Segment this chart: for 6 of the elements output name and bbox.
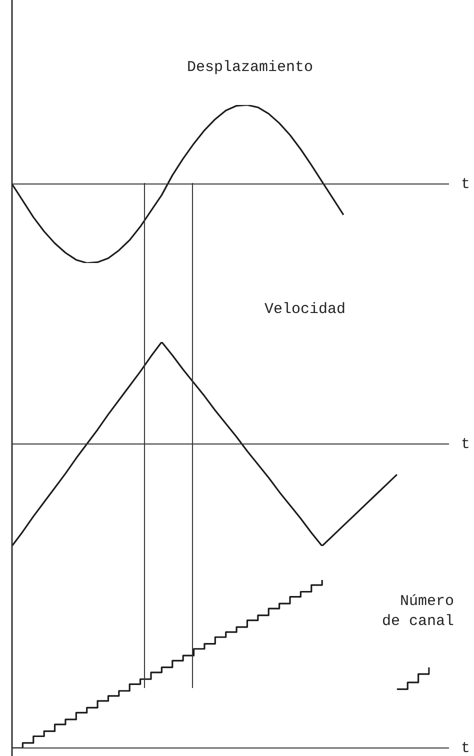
chart-title: Desplazamiento bbox=[186, 58, 314, 78]
x-axis-title: t bbox=[461, 176, 470, 193]
chart-title: Velocidad bbox=[263, 300, 346, 320]
text: Número de canal bbox=[380, 592, 454, 632]
x-axis-title: t bbox=[461, 740, 470, 756]
x-axis-title: t bbox=[461, 436, 470, 453]
